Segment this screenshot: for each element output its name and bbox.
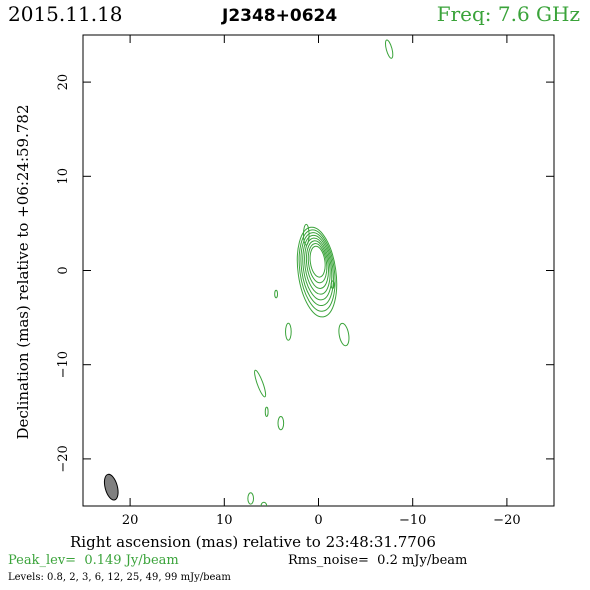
component-contour [254,369,267,398]
core-extension-contour [302,223,310,246]
frequency-label: Freq: 7.6 GHz [436,2,580,26]
observation-date: 2015.11.18 [8,2,123,26]
core-contour [304,237,331,295]
rms-noise: Rms_noise= 0.2 mJy/beam [288,553,467,568]
component-contour [330,280,335,289]
beam-ellipse [103,473,119,501]
x-axis-label: Right ascension (mas) relative to 23:48:… [70,533,436,551]
contour-levels: Levels: 0.8, 2, 3, 6, 12, 25, 49, 99 mJy… [8,572,231,583]
levels-label: Levels: [8,572,44,583]
core-contour [300,232,334,307]
y-tick-label: −10 [56,351,71,378]
rms-noise-label: Rms_noise= [288,553,369,568]
component-contour [247,492,255,505]
peak-level: Peak_lev= 0.149 Jy/beam [8,553,179,568]
y-tick-label: 20 [56,74,71,91]
source-name: J2348+0624 [222,6,338,26]
rms-noise-value: 0.2 mJy/beam [377,553,468,568]
component-contour [274,289,279,299]
levels-values: 0.8, 2, 3, 6, 12, 25, 49, 99 mJy/beam [47,572,231,583]
x-tick-label: −20 [493,513,520,528]
core-contour [296,226,338,318]
x-tick-label: −10 [399,513,426,528]
x-tick-label: 10 [216,513,233,528]
x-tick-label: 0 [314,513,322,528]
plot-frame [82,34,555,507]
y-axis-label: Declination (mas) relative to +06:24:59.… [14,104,32,440]
y-tick-label: 0 [56,266,71,274]
component-contour [384,39,394,59]
core-contour [309,245,326,278]
component-contour [260,501,268,506]
contour-group [103,39,394,506]
component-contour [338,322,350,347]
core-contour [307,243,328,284]
component-contour [264,406,269,418]
y-tick-label: 10 [56,168,71,185]
core-contour [298,229,336,312]
core-contour [305,240,329,289]
x-tick-label: 20 [122,513,139,528]
y-tick-label: −20 [56,445,71,472]
component-contour [285,322,292,341]
core-contour [302,234,333,301]
peak-level-value: 0.149 Jy/beam [84,553,179,568]
peak-level-label: Peak_lev= [8,553,77,568]
component-contour [277,416,285,431]
